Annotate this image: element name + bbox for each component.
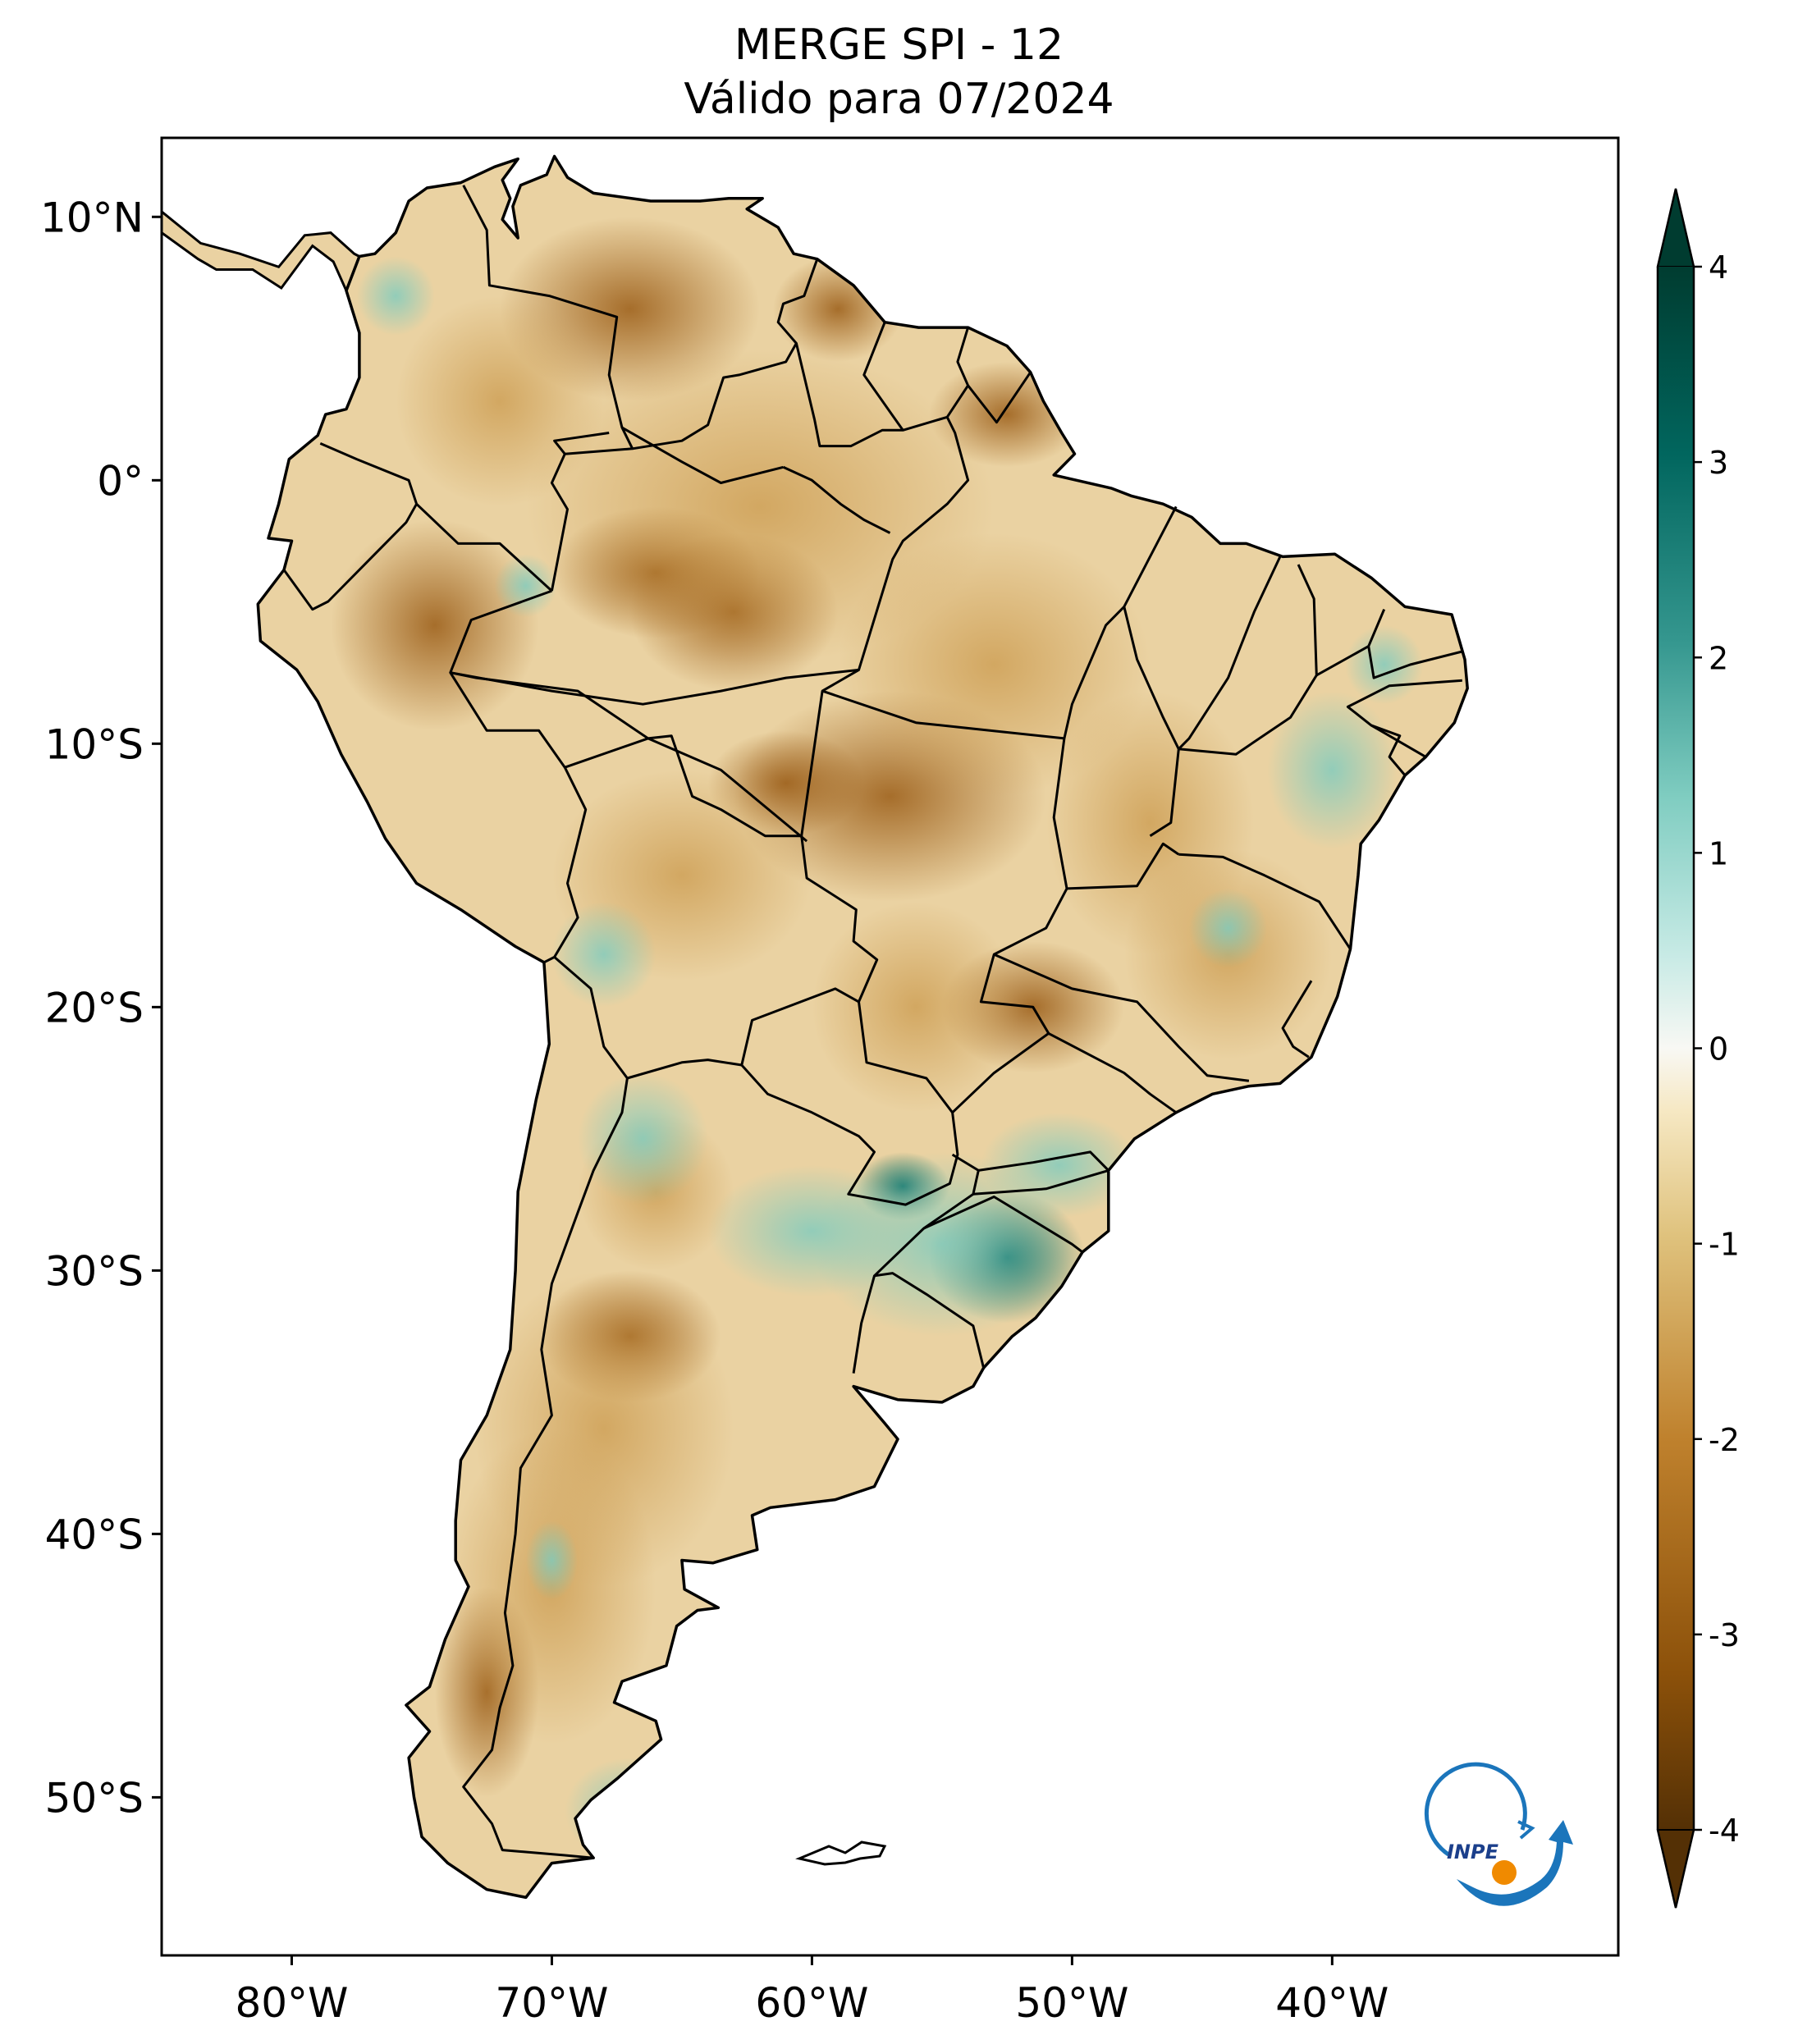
- lon-tick-label: 70°W: [495, 1979, 608, 2027]
- lat-tick-label: 0°: [97, 457, 144, 505]
- colorbar-tick-label: -1: [1709, 1227, 1740, 1263]
- lat-tick-label: 40°S: [45, 1511, 144, 1558]
- lon-tick-label: 50°W: [1015, 1979, 1128, 2027]
- latitude-axis: 10°N 0° 10°S 20°S 30°S 40°S 50°S: [40, 194, 162, 1822]
- colorbar-tick-label: 2: [1709, 640, 1728, 676]
- colorbar-extend-min: [1656, 1829, 1695, 1909]
- lon-tick-label: 60°W: [755, 1979, 868, 2027]
- colorbar-tick-label: -4: [1709, 1813, 1740, 1849]
- map-title-line2: Válido para 07/2024: [684, 75, 1114, 124]
- colorbar-gradient: [1658, 267, 1694, 1830]
- map-title-line1: MERGE SPI - 12: [734, 21, 1064, 70]
- lat-tick-label: 10°N: [40, 194, 144, 241]
- lon-tick-label: 40°W: [1275, 1979, 1389, 2027]
- lat-tick-label: 30°S: [45, 1247, 144, 1295]
- lat-tick-label: 50°S: [45, 1774, 144, 1822]
- country-borders: [282, 185, 1463, 1859]
- falkland-islands: [795, 1841, 887, 1866]
- colorbar-tick-label: -3: [1709, 1617, 1740, 1653]
- lon-tick-label: 80°W: [235, 1979, 348, 2027]
- colorbar: 4 3 2 1 0 -1 -2 -3 -4: [1656, 188, 1740, 1909]
- lat-tick-label: 10°S: [45, 720, 144, 768]
- inpe-logo-text: INPE: [1447, 1841, 1499, 1863]
- colorbar-tick-label: -2: [1709, 1422, 1740, 1458]
- colorbar-tick-label: 3: [1709, 445, 1728, 481]
- colorbar-extend-max: [1656, 188, 1695, 268]
- colorbar-tick-label: 4: [1709, 249, 1728, 286]
- lat-tick-label: 20°S: [45, 984, 144, 1031]
- inpe-logo: INPE: [1424, 1762, 1573, 1906]
- colorbar-tick-label: 0: [1709, 1031, 1728, 1068]
- longitude-axis: 80°W 70°W 60°W 50°W 40°W: [235, 1955, 1389, 2027]
- colorbar-tick-label: 1: [1709, 835, 1728, 871]
